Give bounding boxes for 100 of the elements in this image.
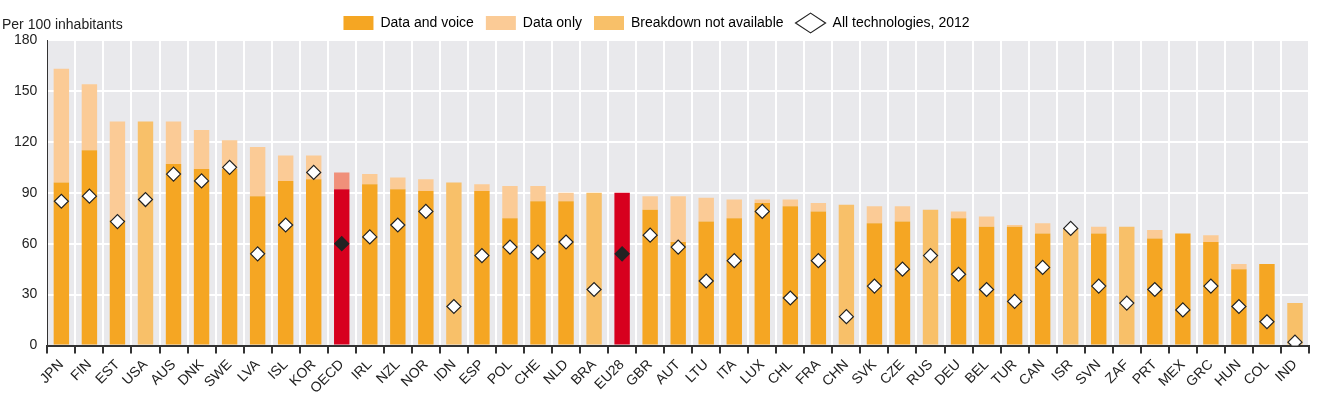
legend-label: Breakdown not available	[631, 13, 784, 30]
point	[306, 164, 322, 180]
point	[165, 166, 182, 182]
point	[278, 217, 294, 233]
legend-label: Data only	[522, 13, 583, 30]
bar	[670, 241, 686, 345]
point	[838, 309, 854, 325]
y-tick-label: 180	[14, 30, 38, 47]
bar	[698, 197, 714, 222]
bar	[165, 121, 182, 164]
bar	[894, 221, 911, 345]
y-tick-label: 0	[29, 336, 38, 353]
point	[978, 281, 995, 298]
point	[109, 214, 126, 230]
y-tick-label: 30	[21, 285, 38, 302]
point	[754, 203, 770, 220]
bar	[1203, 241, 1219, 345]
point	[670, 239, 686, 255]
point	[866, 278, 883, 294]
bar	[362, 184, 378, 345]
point	[1091, 278, 1107, 294]
point	[334, 236, 350, 252]
point	[390, 217, 406, 233]
x-tick-label: POL	[483, 355, 515, 388]
point	[81, 188, 98, 204]
point	[698, 273, 714, 289]
bar	[866, 223, 883, 345]
bar	[1006, 226, 1023, 345]
bar	[502, 185, 518, 219]
x-tick-label: LVA	[233, 355, 263, 385]
bar	[418, 191, 434, 345]
point	[1063, 220, 1079, 236]
bar	[950, 218, 967, 345]
bar	[726, 218, 742, 345]
bar	[978, 226, 995, 345]
bar	[698, 221, 714, 345]
bar	[530, 201, 546, 345]
point	[726, 253, 742, 269]
x-tick-label: COL	[1240, 355, 1272, 388]
point	[53, 193, 69, 209]
bar	[418, 179, 434, 192]
bar	[670, 196, 686, 242]
point	[1147, 281, 1163, 298]
bar	[249, 146, 266, 197]
bar	[1091, 233, 1107, 345]
point	[222, 159, 238, 175]
x-tick-label: IDN	[430, 356, 459, 385]
point	[558, 234, 574, 250]
bar	[866, 206, 883, 224]
point	[1035, 259, 1051, 276]
point	[1175, 302, 1191, 318]
bar	[474, 191, 490, 345]
bar	[1034, 223, 1051, 234]
point	[922, 247, 939, 264]
point	[1203, 278, 1219, 294]
legend-label: Data and voice	[380, 13, 475, 30]
y-tick-label: 120	[14, 132, 38, 149]
bar	[81, 150, 98, 345]
point	[614, 246, 630, 262]
bar	[558, 201, 574, 345]
bar	[53, 182, 70, 345]
bar	[642, 209, 658, 345]
point	[474, 247, 490, 264]
bar	[726, 199, 742, 219]
bar	[53, 68, 70, 183]
point	[446, 298, 462, 315]
bar	[109, 121, 126, 220]
point	[193, 173, 210, 189]
point	[250, 246, 266, 262]
point	[642, 227, 658, 243]
bar	[81, 84, 98, 151]
bar	[306, 179, 322, 345]
bar	[1147, 230, 1163, 239]
x-tick-label: ISR	[1047, 356, 1076, 384]
bar	[109, 219, 126, 345]
bar	[558, 192, 574, 202]
bar	[810, 211, 827, 345]
bar	[1231, 264, 1247, 270]
point	[950, 266, 967, 282]
bar	[390, 177, 406, 190]
bar	[1147, 238, 1163, 345]
bar	[586, 192, 602, 345]
x-tick-label: FIN	[67, 356, 95, 384]
point	[137, 191, 154, 208]
bar	[137, 121, 154, 345]
bar	[249, 196, 266, 345]
bar	[978, 216, 995, 227]
x-tick-label: IRL	[347, 355, 375, 383]
bar	[334, 189, 350, 345]
bar	[1175, 233, 1191, 345]
bar	[614, 192, 630, 345]
point	[362, 229, 378, 245]
x-tick-label: IND	[1271, 356, 1300, 385]
bar	[530, 185, 546, 202]
x-tick-label: USA	[118, 355, 151, 388]
point	[1259, 314, 1275, 330]
x-tick-label: ITA	[713, 355, 740, 382]
bar	[165, 163, 182, 345]
bar	[642, 196, 658, 210]
bar	[1259, 264, 1275, 345]
